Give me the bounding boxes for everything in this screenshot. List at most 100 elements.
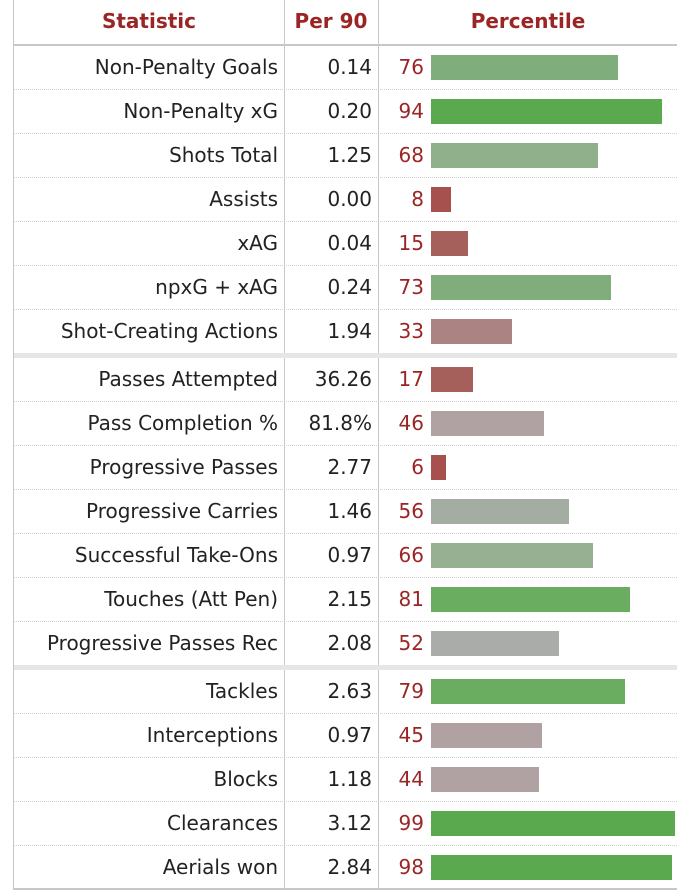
per90-value: 36.26: [284, 358, 379, 401]
stat-name: Clearances: [13, 802, 285, 845]
per90-value: 1.18: [284, 758, 379, 801]
stat-name: Touches (Att Pen): [13, 578, 285, 621]
table-row: Tackles 2.63 79: [13, 670, 677, 714]
percentile-bar: [431, 455, 446, 480]
table-row: Shot-Creating Actions 1.94 33: [13, 310, 677, 353]
table-row: Blocks 1.18 44: [13, 758, 677, 802]
percentile-bar: [431, 767, 539, 792]
percentile-bar: [431, 679, 625, 704]
table-row: Pass Completion % 81.8% 46: [13, 402, 677, 446]
stat-name: Progressive Carries: [13, 490, 285, 533]
stat-name: Tackles: [13, 670, 285, 713]
table-row: Touches (Att Pen) 2.15 81: [13, 578, 677, 622]
header-per90[interactable]: Per 90: [284, 0, 379, 44]
per90-value: 2.63: [284, 670, 379, 713]
group-separator: [13, 353, 677, 358]
percentile-bar: [431, 367, 473, 392]
per90-value: 2.77: [284, 446, 379, 489]
group-separator: [13, 665, 677, 670]
percentile-value: 17: [398, 367, 424, 391]
stat-name: Aerials won: [13, 846, 285, 889]
header-percentile[interactable]: Percentile: [470, 9, 586, 33]
percentile-value: 33: [398, 319, 424, 343]
percentile-bar: [431, 231, 468, 256]
percentile-bar: [431, 587, 630, 612]
per90-value: 2.84: [284, 846, 379, 889]
percentile-value: 46: [398, 411, 424, 435]
table-row: Clearances 3.12 99: [13, 802, 677, 846]
stat-name: Progressive Passes: [13, 446, 285, 489]
percentile-value: 45: [398, 723, 424, 747]
stat-name: xAG: [13, 222, 285, 265]
percentile-bar: [431, 143, 598, 168]
percentile-value: 8: [411, 187, 424, 211]
table-row: Progressive Carries 1.46 56: [13, 490, 677, 534]
table-row: Passes Attempted 36.26 17: [13, 358, 677, 402]
per90-value: 1.94: [284, 310, 379, 353]
percentile-bar: [431, 55, 618, 80]
percentile-value: 81: [398, 587, 424, 611]
table-row: xAG 0.04 15: [13, 222, 677, 266]
stat-name: Successful Take-Ons: [13, 534, 285, 577]
table-row: npxG + xAG 0.24 73: [13, 266, 677, 310]
table-row: Assists 0.00 8: [13, 178, 677, 222]
percentile-value: 94: [398, 99, 424, 123]
stat-name: Interceptions: [13, 714, 285, 757]
table-header: Statistic Per 90 Percentile: [13, 0, 677, 46]
table-row: Aerials won 2.84 98: [13, 846, 677, 889]
table-row: Progressive Passes Rec 2.08 52: [13, 622, 677, 665]
percentile-value: 66: [398, 543, 424, 567]
per90-value: 81.8%: [284, 402, 379, 445]
stat-name: Passes Attempted: [13, 358, 285, 401]
stat-name: Progressive Passes Rec: [13, 622, 285, 665]
table-row: Non-Penalty Goals 0.14 76: [13, 46, 677, 90]
stat-name: Non-Penalty xG: [13, 90, 285, 133]
stat-name: Shots Total: [13, 134, 285, 177]
percentile-value: 68: [398, 143, 424, 167]
percentile-value: 76: [398, 55, 424, 79]
percentile-bar: [431, 499, 569, 524]
table-row: Successful Take-Ons 0.97 66: [13, 534, 677, 578]
table-row: Non-Penalty xG 0.20 94: [13, 90, 677, 134]
table-row: Shots Total 1.25 68: [13, 134, 677, 178]
per90-value: 0.14: [284, 46, 379, 89]
stat-name: Shot-Creating Actions: [13, 310, 285, 353]
stat-name: npxG + xAG: [13, 266, 285, 309]
per90-value: 0.20: [284, 90, 379, 133]
percentile-bar: [431, 631, 559, 656]
table-row: Progressive Passes 2.77 6: [13, 446, 677, 490]
percentile-bar: [431, 187, 451, 212]
percentile-bar: [431, 411, 544, 436]
percentile-value: 6: [411, 455, 424, 479]
percentile-value: 73: [398, 275, 424, 299]
percentile-value: 15: [398, 231, 424, 255]
percentile-value: 79: [398, 679, 424, 703]
percentile-bar: [431, 723, 542, 748]
per90-value: 1.46: [284, 490, 379, 533]
table-bottom-border: [13, 888, 677, 890]
percentile-bar: [431, 543, 593, 568]
per90-value: 1.25: [284, 134, 379, 177]
percentile-bar: [431, 275, 611, 300]
stat-name: Blocks: [13, 758, 285, 801]
percentile-value: 56: [398, 499, 424, 523]
percentile-table: Statistic Per 90 Percentile Non-Penalty …: [13, 0, 677, 889]
stat-name: Non-Penalty Goals: [13, 46, 285, 89]
per90-value: 0.97: [284, 714, 379, 757]
stat-name: Pass Completion %: [13, 402, 285, 445]
percentile-bar: [431, 855, 672, 880]
percentile-bar: [431, 811, 675, 836]
percentile-bar: [431, 99, 662, 124]
per90-value: 3.12: [284, 802, 379, 845]
table-body: Non-Penalty Goals 0.14 76 Non-Penalty xG 0.2…: [13, 46, 677, 889]
per90-value: 0.04: [284, 222, 379, 265]
percentile-value: 52: [398, 631, 424, 655]
per90-value: 2.08: [284, 622, 379, 665]
header-statistic[interactable]: Statistic: [13, 0, 285, 44]
per90-value: 0.24: [284, 266, 379, 309]
percentile-value: 98: [398, 855, 424, 879]
percentile-value: 99: [398, 811, 424, 835]
per90-value: 0.97: [284, 534, 379, 577]
table-row: Interceptions 0.97 45: [13, 714, 677, 758]
per90-value: 0.00: [284, 178, 379, 221]
